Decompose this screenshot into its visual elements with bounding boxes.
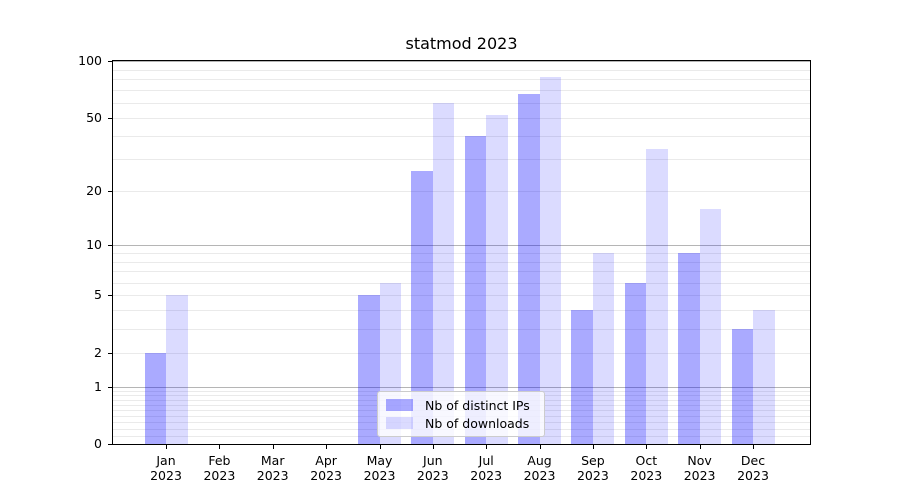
gridline-minor: [113, 282, 810, 284]
x-tick-label: Sep 2023: [576, 453, 609, 483]
x-tick-mark: [539, 445, 541, 449]
bar-downloads-aug: [539, 77, 561, 444]
x-tick-mark: [486, 445, 488, 449]
y-tick-mark: [108, 191, 113, 193]
bar-ips-may: [358, 295, 380, 444]
gridline-minor: [113, 310, 810, 312]
legend-item-distinct-ips: Nb of distinct IPs: [386, 398, 536, 413]
legend-label-downloads: Nb of downloads: [425, 415, 530, 431]
gridline-minor: [113, 295, 810, 297]
gridline-minor: [113, 102, 810, 104]
x-tick-label: May 2023: [363, 453, 396, 483]
legend-swatch-distinct-ips: [386, 399, 413, 411]
bar-downloads-jun: [432, 102, 455, 444]
x-tick-label: Dec 2023: [737, 453, 769, 483]
x-tick-mark: [379, 445, 381, 449]
legend: Nb of distinct IPs Nb of downloads: [377, 391, 545, 437]
y-tick-label: 20: [86, 183, 102, 199]
x-tick-label: Nov 2023: [683, 453, 716, 483]
y-tick-mark: [108, 352, 113, 354]
x-tick-mark: [646, 445, 648, 449]
bar-downloads-nov: [699, 208, 722, 444]
x-tick-label: Jan 2023: [150, 453, 182, 483]
y-tick-mark: [108, 386, 113, 388]
bar-downloads-oct: [646, 148, 668, 444]
y-tick-label: 10: [86, 237, 102, 252]
x-tick-label: Apr 2023: [310, 453, 342, 483]
y-tick-label: 1: [94, 378, 102, 394]
gridline-minor: [113, 271, 810, 273]
y-tick-mark: [108, 295, 113, 297]
bar-ips-dec: [731, 329, 753, 444]
bar-ips-jan: [144, 352, 166, 444]
chart-title: statmod 2023: [405, 34, 518, 53]
bar-ips-oct: [624, 282, 647, 444]
x-tick-label: Jul 2023: [470, 453, 503, 483]
x-tick-mark: [166, 445, 167, 449]
gridline-minor: [113, 69, 810, 71]
gridline-minor: [113, 135, 810, 137]
y-tick-label: 0: [94, 436, 102, 451]
x-tick-mark: [699, 445, 701, 449]
gridline-major: [113, 61, 810, 62]
x-tick-label: Feb 2023: [203, 453, 236, 483]
gridline-minor: [113, 90, 810, 92]
gridline-minor: [113, 252, 810, 254]
gridline-minor: [113, 191, 810, 193]
gridline-minor: [113, 352, 810, 354]
y-tick-label: 50: [86, 109, 102, 125]
y-tick-mark: [108, 117, 113, 119]
x-tick-mark: [326, 445, 328, 449]
x-tick-label: Jun 2023: [416, 453, 449, 483]
y-tick-mark: [108, 444, 113, 445]
x-tick-label: Mar 2023: [256, 453, 289, 483]
gridline-major: [113, 386, 810, 388]
gridline-minor: [113, 159, 810, 160]
legend-swatch-downloads: [386, 417, 413, 429]
gridline-minor: [113, 79, 810, 81]
bar-downloads-sep: [592, 252, 615, 444]
y-tick-mark: [108, 245, 113, 246]
bar-ips-aug: [518, 93, 540, 444]
x-tick-mark: [753, 445, 754, 449]
x-tick-label: Oct 2023: [630, 453, 663, 483]
x-tick-mark: [592, 445, 594, 449]
legend-label-distinct-ips: Nb of distinct IPs: [425, 397, 530, 413]
y-tick-mark: [108, 61, 113, 62]
y-tick-label: 2: [94, 344, 102, 360]
bar-ips-sep: [571, 310, 593, 444]
legend-item-downloads: Nb of downloads: [386, 416, 536, 431]
y-tick-label: 5: [94, 287, 102, 303]
bar-ips-jun: [411, 170, 433, 444]
bar-downloads-jan: [166, 295, 188, 444]
x-tick-label: Aug 2023: [523, 453, 556, 483]
gridline-minor: [113, 329, 810, 330]
gridline-minor: [113, 117, 810, 119]
x-tick-mark: [432, 445, 434, 449]
bar-ips-nov: [678, 252, 700, 444]
plot-area: [112, 60, 811, 445]
bar-downloads-jul: [486, 114, 508, 444]
x-tick-mark: [219, 445, 221, 449]
bar-downloads-dec: [753, 310, 775, 444]
gridline-minor: [113, 261, 810, 263]
y-tick-label: 100: [78, 53, 102, 68]
gridline-major: [113, 245, 810, 246]
bar-ips-jul: [464, 135, 487, 444]
x-tick-mark: [272, 445, 274, 449]
